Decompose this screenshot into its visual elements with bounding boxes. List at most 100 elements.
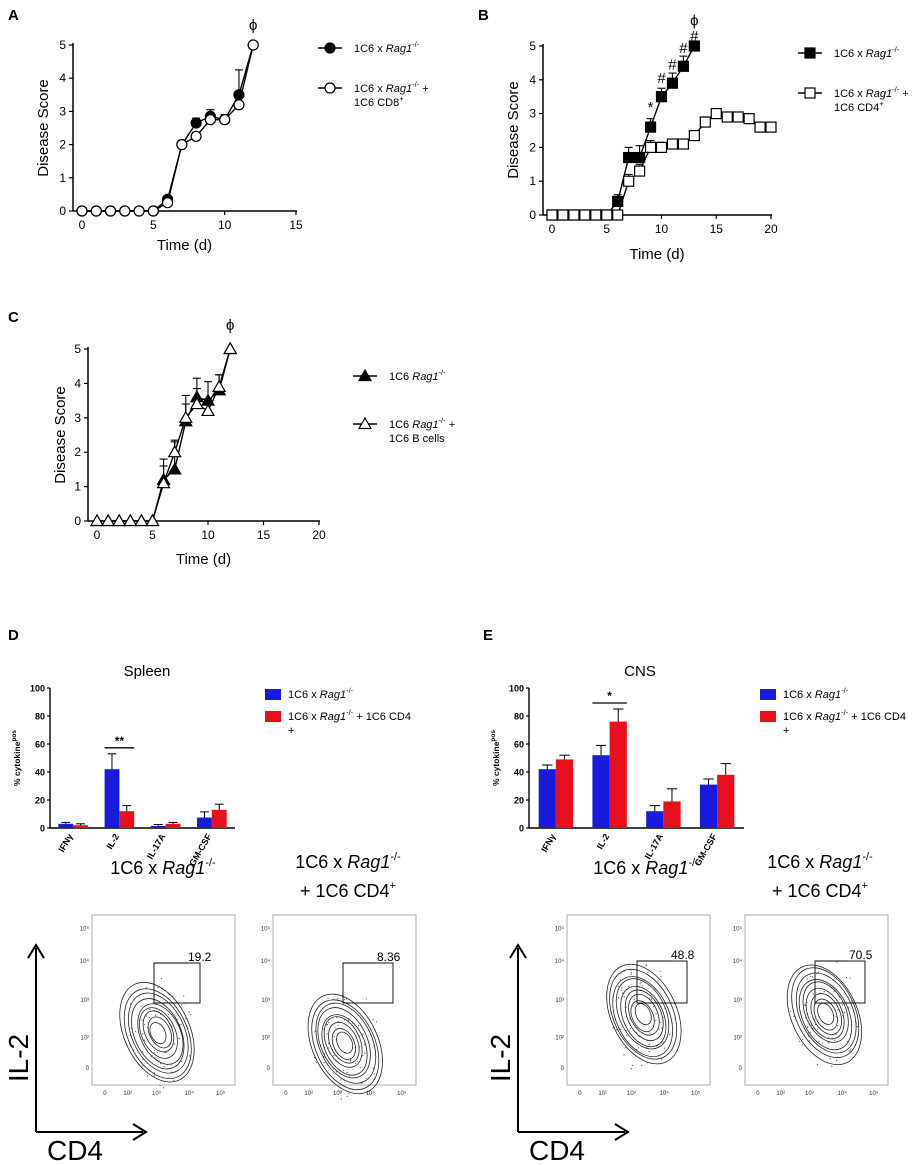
y-tick-label: 60 xyxy=(35,740,45,750)
flow-event xyxy=(806,978,808,980)
y-tick-label: 100 xyxy=(509,684,524,694)
data-point xyxy=(710,107,722,120)
flow-event xyxy=(806,1026,809,1028)
flow-event xyxy=(835,1016,837,1018)
flow-event xyxy=(848,1007,850,1009)
data-point xyxy=(176,139,188,151)
flow-event xyxy=(141,1019,143,1021)
flow-frame xyxy=(91,914,236,1086)
flow-event xyxy=(333,1055,335,1057)
series-line-1 xyxy=(552,112,771,216)
flow-frame xyxy=(566,914,711,1086)
flow-event xyxy=(814,1023,817,1026)
flow-contour xyxy=(620,985,667,1048)
flow-contour xyxy=(805,987,845,1040)
flow-event xyxy=(335,1071,337,1073)
flow-contour xyxy=(786,964,862,1066)
flow-event xyxy=(168,1013,170,1016)
flow-event xyxy=(632,1005,634,1007)
flow-plot-d-cd4: 1C6 x Rag1-/- + 1C6 CD4+ 0 10² 10³ 10⁴ 10⁵ 10⁵ 1… xyxy=(261,851,417,1100)
flow-event xyxy=(142,1033,144,1035)
flow-title: 1C6 x Rag1-/- xyxy=(767,851,873,872)
flow-event xyxy=(623,996,625,998)
legend-label-1-line2: 1C6 B cells xyxy=(389,433,445,445)
flow-event xyxy=(144,1023,146,1025)
flow-event xyxy=(641,1064,643,1067)
x-tick-label: 5 xyxy=(150,218,157,232)
series-line-0 xyxy=(82,44,254,212)
x-axis-label: Time (d) xyxy=(176,551,231,568)
x-tick-label: 15 xyxy=(257,528,271,542)
legend-label-0: 1C6 Rag1-/- xyxy=(389,368,446,383)
flow-contour xyxy=(630,1000,655,1033)
flow-event xyxy=(837,1008,839,1011)
bar-chart-d: Spleen 0 20 40 60 80 100 % cytokinepos IFNγ IL-2 I… xyxy=(11,663,411,868)
bar xyxy=(717,774,735,828)
data-point xyxy=(568,209,580,221)
flow-event xyxy=(647,971,649,973)
x-tick-label: 10 xyxy=(655,222,669,236)
flow-gate-percent: 8.36 xyxy=(377,950,401,964)
flow-event xyxy=(338,1090,340,1092)
data-point xyxy=(145,513,160,527)
data-point xyxy=(89,513,105,527)
flow-event xyxy=(620,987,623,989)
flow-contour xyxy=(798,979,853,1051)
flow-event xyxy=(146,1026,149,1029)
flow-contour xyxy=(634,1003,652,1026)
legend-label-1-line2: 1C6 CD4+ xyxy=(834,99,884,114)
flow-event xyxy=(163,1066,165,1068)
flow-event xyxy=(333,1036,335,1038)
flow-event xyxy=(648,1032,650,1034)
flow-plot-e-control: 1C6 x Rag1-/- 0 10² 10³ 10⁴ 10⁵ 10⁵ 10⁴ 10³ 10² 0 4… xyxy=(555,857,711,1097)
flow-event xyxy=(660,975,662,978)
flow-event xyxy=(190,1014,192,1016)
flow-event xyxy=(343,998,346,1000)
data-point xyxy=(178,410,193,423)
panel-letter-b: B xyxy=(478,7,489,24)
y-tick-label: 3 xyxy=(59,104,66,118)
legend-marker xyxy=(324,82,336,94)
flow-event xyxy=(337,1024,339,1026)
y-tick-label: 0 xyxy=(519,824,524,834)
data-point xyxy=(190,117,202,129)
flow-event xyxy=(669,1034,671,1036)
annotation: # xyxy=(668,57,677,74)
flow-event xyxy=(843,1011,846,1014)
flow-event xyxy=(628,986,630,988)
flow-event xyxy=(802,1038,804,1041)
flow-event xyxy=(814,1018,816,1020)
flow-event xyxy=(149,1008,151,1011)
flow-x-axis-label: CD4 xyxy=(47,1135,103,1165)
data-point xyxy=(200,403,216,417)
flow-event xyxy=(142,1051,144,1053)
flow-event xyxy=(170,1064,172,1066)
x-arrow-head xyxy=(132,1123,148,1141)
y-tick-label: 2 xyxy=(59,138,66,152)
x-tick-label: IL-2 xyxy=(595,832,612,851)
flow-contour xyxy=(624,989,664,1042)
legend-label-1: 1C6 x Rag1-/- + 1C6 CD4 xyxy=(783,708,906,723)
flow-event xyxy=(659,971,661,973)
y-tick-label: 0 xyxy=(40,824,45,834)
flow-subtitle: + 1C6 CD4+ xyxy=(772,880,868,901)
legend-marker xyxy=(804,87,816,99)
y-tick-label: 80 xyxy=(35,712,45,722)
flow-contour xyxy=(817,1002,835,1025)
flow-event xyxy=(648,1050,650,1053)
flow-event xyxy=(639,983,641,985)
annotation: ϕ xyxy=(690,13,698,30)
flow-contour xyxy=(321,1014,368,1076)
legend-label-1-line2: + xyxy=(783,725,789,737)
flow-event xyxy=(153,1052,155,1054)
data-point xyxy=(101,513,116,527)
legend-marker xyxy=(804,47,816,59)
flow-event xyxy=(637,1047,639,1049)
flow-y-tick: 10⁵ xyxy=(733,926,743,933)
y-arrow-head xyxy=(27,943,45,959)
flow-y-axis-label: IL-2 xyxy=(3,1034,34,1082)
significance-mark: * xyxy=(607,689,612,703)
legend-label-1: 1C6 x Rag1-/- + 1C6 CD4 xyxy=(288,708,411,723)
flow-event xyxy=(315,1061,317,1063)
